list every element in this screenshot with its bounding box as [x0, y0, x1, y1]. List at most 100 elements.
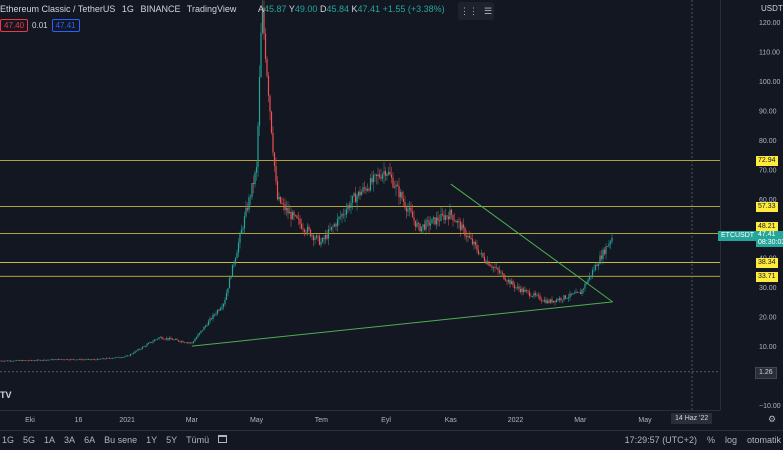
price-tick: 10.00 [759, 344, 777, 351]
exchange-label: BINANCE [140, 4, 181, 14]
candle-body [206, 325, 208, 326]
candle-body [299, 219, 301, 224]
candle-body [6, 360, 9, 362]
candle-body [444, 215, 447, 220]
dots-icon[interactable]: ⋮⋮ [459, 5, 478, 16]
currency-label[interactable]: USDT [761, 4, 783, 13]
range-button[interactable]: Tümü [186, 435, 210, 445]
candle-body [143, 346, 145, 347]
candle-body [359, 191, 361, 196]
auto-toggle[interactable]: otomatik [746, 435, 781, 445]
interval-label[interactable]: 1G [121, 4, 134, 14]
candle-body [515, 287, 517, 289]
candle-body [189, 342, 192, 344]
candle-body [221, 306, 223, 309]
candle-body [602, 249, 604, 259]
candle-body [111, 358, 114, 359]
clock[interactable]: 17:29:57 (UTC+2) [624, 435, 697, 445]
range-button[interactable]: 1G [2, 435, 15, 445]
candle-body [198, 332, 201, 335]
candle-body [92, 359, 94, 360]
chart-canvas[interactable]: Ethereum Classic / TetherUS 1G BINANCE T… [0, 0, 751, 410]
price-tick: 90.00 [759, 108, 777, 115]
candle-body [287, 207, 289, 214]
candle-body [215, 313, 217, 315]
candle-body [33, 360, 36, 362]
symbol-title[interactable]: Ethereum Classic / TetherUS [0, 4, 116, 14]
candle-body [467, 235, 469, 237]
candle-body [50, 359, 52, 360]
percent-toggle[interactable]: % [706, 435, 715, 445]
range-button[interactable]: 5G [23, 435, 36, 445]
log-toggle[interactable]: log [724, 435, 737, 445]
candle-body [174, 339, 177, 340]
candle-body [471, 238, 474, 245]
sell-button[interactable]: 47.40 [0, 19, 29, 32]
candle-body [522, 288, 525, 293]
candle-body [447, 216, 450, 220]
candle-body [36, 359, 39, 361]
candle-body [71, 359, 73, 360]
candle-body [464, 227, 466, 236]
candle-body [213, 314, 216, 316]
price-tick: 30.00 [759, 285, 777, 292]
candle-body [309, 229, 312, 237]
candle-body [311, 235, 313, 237]
level-tag: 33.71 [756, 272, 778, 282]
candle-body [218, 310, 220, 311]
candle-body [224, 299, 226, 304]
candle-body [506, 280, 508, 282]
candle-body [417, 223, 420, 225]
candle-body [461, 224, 463, 231]
candle-body [456, 221, 459, 223]
candle-body [443, 214, 445, 220]
candle-body [8, 360, 10, 362]
candle-body [203, 326, 205, 331]
time-axis[interactable]: Eki162021MarMayTemEylKas2022MarMayn [0, 410, 720, 430]
candle-body [260, 32, 262, 78]
candle-body [345, 209, 348, 215]
range-button[interactable]: 6A [84, 435, 96, 445]
candle-body [579, 292, 582, 295]
candle-body [357, 191, 360, 197]
candle-body [107, 357, 109, 359]
candle-body [258, 77, 261, 126]
settings-gear-icon[interactable]: ⚙ [768, 414, 777, 424]
buy-button[interactable]: 47.41 [51, 19, 80, 32]
candle-body [410, 207, 412, 212]
price-tick: 100.00 [759, 79, 781, 86]
calendar-icon[interactable] [218, 435, 228, 443]
spread-value: 0.01 [32, 21, 48, 30]
price-chart[interactable] [0, 0, 720, 410]
candle-body [534, 293, 537, 296]
candle-body [564, 295, 567, 299]
range-button[interactable]: 1A [44, 435, 56, 445]
range-button[interactable]: 3A [64, 435, 76, 445]
candle-body [413, 217, 415, 221]
candle-body [395, 184, 397, 188]
candle-body [78, 359, 81, 360]
candle-body [32, 360, 34, 362]
candle-body [69, 359, 72, 360]
candle-body [155, 339, 157, 340]
candle-body [63, 359, 66, 361]
candle-body [348, 205, 351, 208]
candle-body [59, 359, 61, 360]
candle-body [12, 360, 15, 362]
candle-body [323, 237, 325, 240]
candle-body [450, 209, 453, 215]
candle-body [179, 341, 181, 342]
tradingview-logo[interactable]: TV [0, 390, 12, 400]
candle-body [81, 359, 84, 361]
candle-body [491, 266, 493, 268]
range-button[interactable]: 5Y [166, 435, 178, 445]
candle-body [11, 361, 13, 362]
range-button[interactable]: 1Y [146, 435, 158, 445]
time-tick: Mar [574, 417, 587, 424]
candle-body [537, 294, 540, 296]
range-button[interactable]: Bu sene [104, 435, 138, 445]
chart-menu[interactable]: ⋮⋮ ☰ [458, 2, 494, 20]
candle-body [419, 224, 421, 232]
menu-lines-icon[interactable]: ☰ [483, 5, 493, 16]
time-tick: May [638, 417, 652, 424]
